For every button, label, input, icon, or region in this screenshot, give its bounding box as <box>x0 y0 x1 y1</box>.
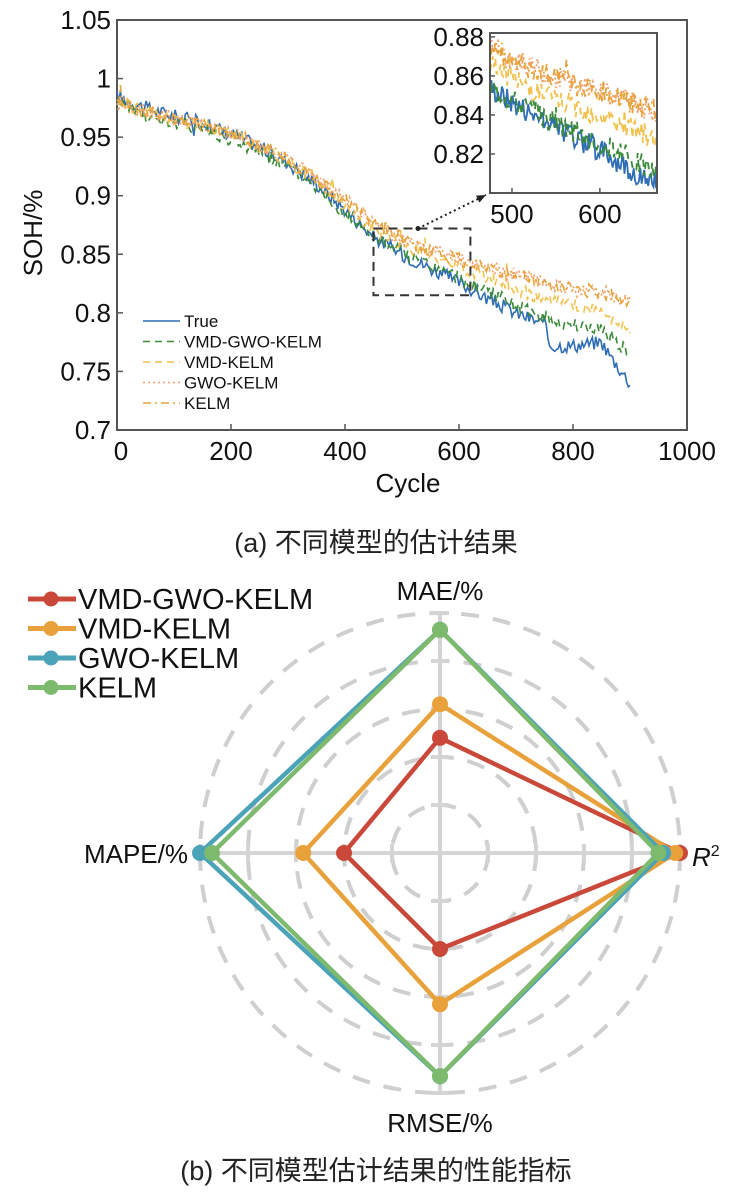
radar-spokes <box>198 611 682 1095</box>
radar-point <box>432 941 448 957</box>
legend-label: VMD-GWO-KELM <box>184 333 322 352</box>
inset-series-line-gwo-kelm <box>490 34 657 123</box>
inset-y-tick-label: 0.88 <box>433 22 484 52</box>
legend-swatch-marker <box>43 650 59 666</box>
y-tick-label: 0.75 <box>60 356 111 386</box>
x-tick-label: 600 <box>437 436 480 466</box>
x-axis-title: Cycle <box>375 468 440 498</box>
legend-label: VMD-KELM <box>184 353 274 372</box>
legend-item: VMD-KELM <box>28 614 231 646</box>
x-axis-ticks: 0 200 400 600 800 1000 <box>114 424 716 466</box>
x-tick-label: 200 <box>209 436 252 466</box>
legend-item: True <box>143 312 218 331</box>
inset-series-lines <box>490 34 657 190</box>
inset-series-line-vmd-kelm <box>490 53 657 148</box>
radar-point <box>336 845 352 861</box>
radar-point <box>432 1068 448 1085</box>
radar-point <box>204 845 220 861</box>
soh-line-chart: 0.7 0.75 0.8 0.85 0.9 0.95 1 1.05 0 200 400 600 800… <box>18 5 716 558</box>
y-axis-ticks: 0.7 0.75 0.8 0.85 0.9 0.95 1 1.05 <box>60 5 123 445</box>
legend-label: GWO-KELM <box>78 643 239 675</box>
inset-series-line-vmd-gwo-kelm <box>490 79 657 179</box>
radar-point <box>650 845 667 861</box>
legend-item: VMD-KELM <box>143 353 274 372</box>
zoom-arrow-origin-dot <box>415 226 421 232</box>
axis-label-rmse: RMSE/% <box>387 1108 492 1138</box>
radar-point <box>432 996 448 1013</box>
radar-point <box>432 696 448 713</box>
performance-radar-chart: MAE/% RMSE/% MAPE/% R2 VMD-GWO-KELMVMD-K… <box>28 576 720 1186</box>
radar-series-vmd-gwo-kelm <box>336 729 688 957</box>
axis-label-mae: MAE/% <box>397 576 484 606</box>
radar-series-vmd-kelm <box>295 696 684 1013</box>
inset-frame <box>489 32 658 194</box>
y-tick-label: 0.95 <box>60 122 111 152</box>
radar-point <box>295 845 312 861</box>
inset-y-tick-label: 0.82 <box>433 139 484 169</box>
x-tick-label: 400 <box>323 436 366 466</box>
caption-b: (b) 不同模型估计结果的性能指标 <box>180 1156 572 1186</box>
radar-point <box>432 621 448 638</box>
inset-ticks: 0.82 0.84 0.86 0.88 500 600 <box>433 22 621 229</box>
legend-item: GWO-KELM <box>143 374 278 393</box>
plot-frame <box>116 19 688 431</box>
arrowhead-icon <box>476 195 486 203</box>
y-tick-label: 0.85 <box>60 239 111 269</box>
legend-swatch-marker <box>43 621 59 636</box>
inset-series-line-kelm <box>490 41 657 119</box>
legend-item: VMD-GWO-KELM <box>28 584 313 616</box>
legend-label: KELM <box>184 394 230 413</box>
series-line-vmd-kelm <box>116 97 631 334</box>
legend-swatch-marker <box>43 591 59 607</box>
legend-label: GWO-KELM <box>184 374 278 393</box>
legend-item: VMD-GWO-KELM <box>143 333 322 352</box>
zoom-region-box <box>372 227 472 297</box>
radar-point <box>667 845 684 861</box>
inset-background <box>490 33 657 193</box>
legend-label: True <box>184 312 218 331</box>
x-tick-label: 800 <box>551 436 594 466</box>
y-tick-label: 1.05 <box>60 5 111 35</box>
caption-a: (a) 不同模型的估计结果 <box>234 528 518 558</box>
inset-x-tick-label: 600 <box>578 199 621 229</box>
legend-item: KELM <box>143 394 230 413</box>
legend-label: KELM <box>78 673 157 705</box>
legend-item: GWO-KELM <box>28 643 239 675</box>
y-tick-label: 0.8 <box>75 298 111 328</box>
y-tick-label: 0.9 <box>75 181 111 211</box>
x-tick-label: 0 <box>114 436 128 466</box>
inset-x-tick-label: 500 <box>490 199 533 229</box>
legend-swatch-marker <box>43 680 59 695</box>
legend-label: VMD-KELM <box>78 614 231 646</box>
inset-plot: 0.82 0.84 0.86 0.88 500 600 <box>433 22 658 229</box>
radar-series-kelm <box>204 621 667 1085</box>
inset-y-tick-label: 0.84 <box>433 100 484 130</box>
radar-point <box>192 845 208 861</box>
series-line-kelm <box>116 84 631 309</box>
legend-label: VMD-GWO-KELM <box>78 584 313 616</box>
axis-label-mape: MAPE/% <box>84 839 188 869</box>
axis-label-r2: R2 <box>692 842 720 872</box>
x-tick-label: 1000 <box>658 436 716 466</box>
radar-point <box>432 729 448 746</box>
y-axis-title: SOH/% <box>18 190 48 277</box>
y-tick-label: 1 <box>97 64 111 94</box>
inset-y-tick-label: 0.86 <box>433 61 484 91</box>
radar-series <box>192 621 688 1085</box>
y-tick-label: 0.7 <box>75 415 111 445</box>
zoom-arrow <box>417 194 487 230</box>
legend-item: KELM <box>28 673 157 705</box>
